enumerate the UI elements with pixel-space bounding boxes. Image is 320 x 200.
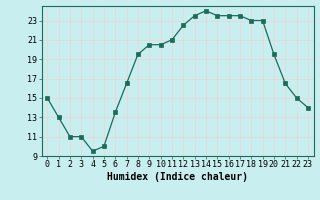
X-axis label: Humidex (Indice chaleur): Humidex (Indice chaleur) — [107, 172, 248, 182]
